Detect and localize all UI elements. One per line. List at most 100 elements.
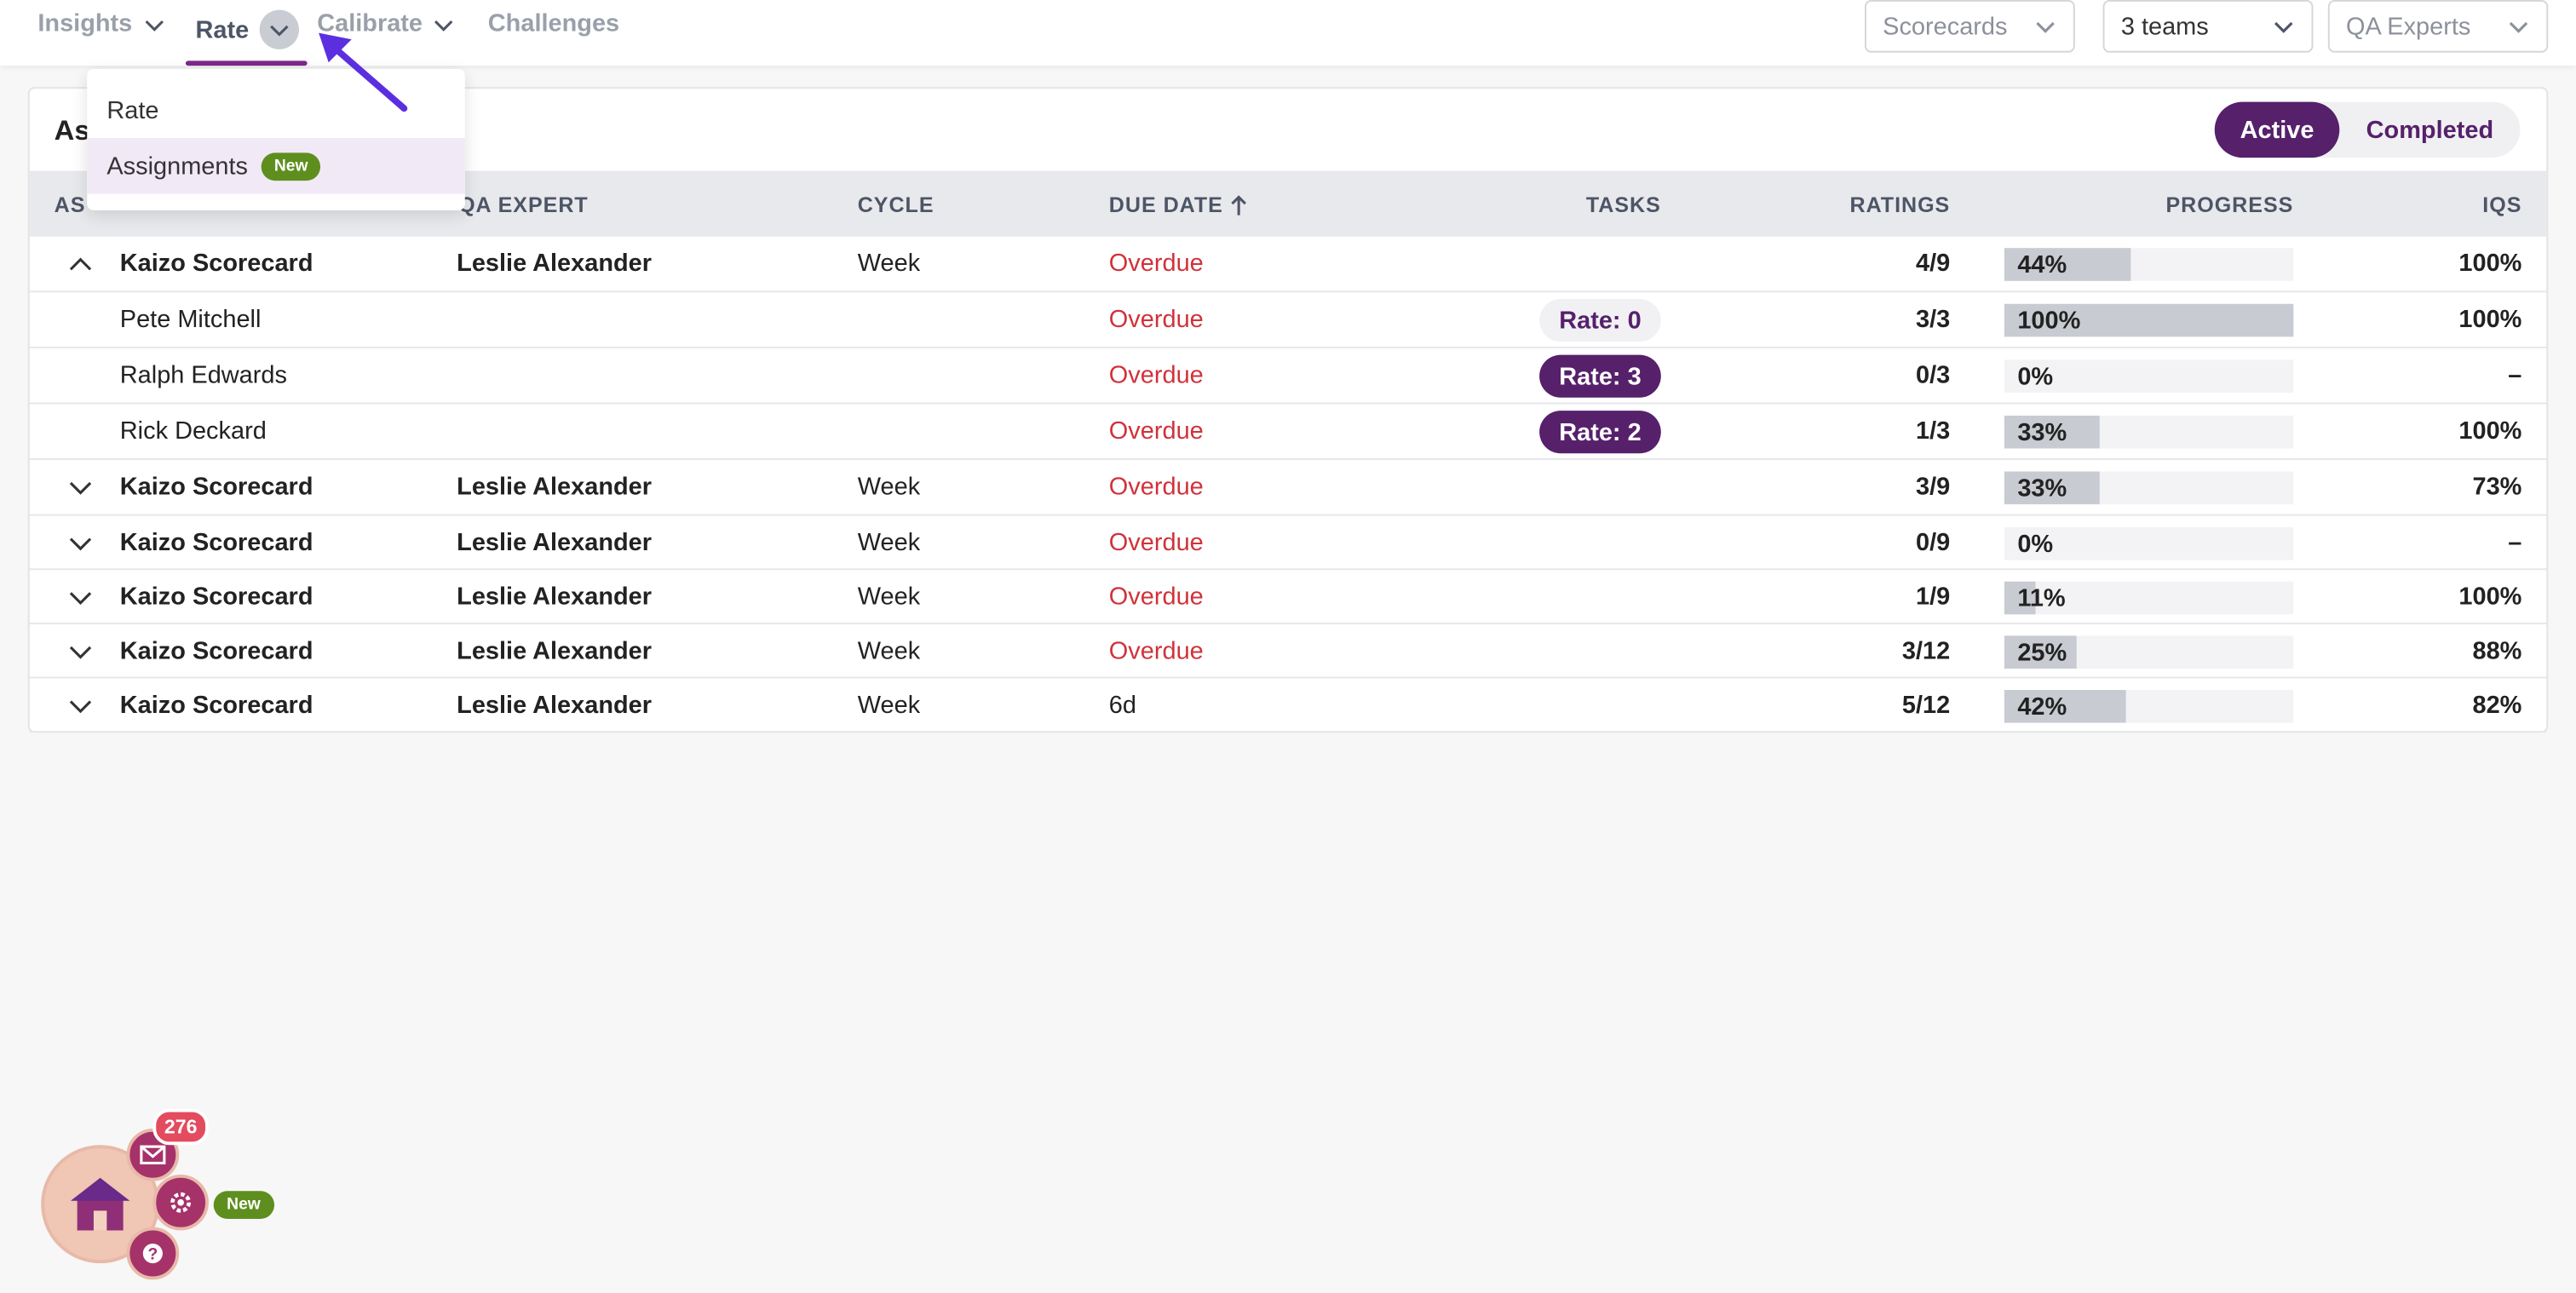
table-row[interactable]: Kaizo Scorecard Leslie Alexander Week Overd… <box>29 624 2547 679</box>
chevron-down-icon[interactable] <box>433 12 456 35</box>
menu-item-rate[interactable]: Rate <box>87 82 465 138</box>
table-row[interactable]: Kaizo Scorecard Leslie Alexander Week Overd… <box>29 237 2547 293</box>
progress-fill <box>2004 303 2294 337</box>
tab-rate[interactable]: Rate <box>196 9 299 49</box>
table-row[interactable]: Pete Mitchell Overdue Rate: 0 3/3 100% 100% <box>29 292 2547 348</box>
progress-bar: 42% <box>2004 690 2294 723</box>
col-tasks[interactable]: TASKS <box>1585 192 1661 217</box>
rate-task-button[interactable]: Rate: 2 <box>1539 411 1661 454</box>
row-iqs: 100% <box>2458 250 2522 278</box>
row-iqs: 73% <box>2472 473 2522 502</box>
menu-item-assignments-label: Assignments <box>106 152 248 181</box>
new-badge: New <box>261 152 321 181</box>
progress-fill <box>2004 471 2100 505</box>
progress-bar: 100% <box>2004 303 2294 337</box>
row-ratings: 0/3 <box>1916 361 1951 390</box>
row-ratings: 3/9 <box>1916 473 1951 502</box>
row-cycle: Week <box>857 637 921 666</box>
col-qa-expert[interactable]: QA EXPERT <box>458 192 589 217</box>
row-cycle: Week <box>857 583 921 612</box>
sort-up-arrow-icon <box>1232 194 1247 215</box>
progress-label: 11% <box>2017 584 2066 613</box>
col-due-date-label: DUE DATE <box>1108 192 1223 217</box>
progress-fill <box>2004 635 2077 669</box>
progress-bar: 11% <box>2004 581 2294 615</box>
row-ratings: 1/3 <box>1916 417 1951 445</box>
row-due-date: Overdue <box>1108 250 1204 278</box>
progress-label: 100% <box>2017 307 2081 336</box>
progress-bar: 33% <box>2004 415 2294 449</box>
tab-challenges[interactable]: Challenges <box>488 10 619 38</box>
row-name: Rick Deckard <box>119 417 267 445</box>
col-ratings[interactable]: RATINGS <box>1849 192 1951 217</box>
teams-filter-label: 3 teams <box>2120 12 2209 41</box>
col-cycle[interactable]: CYCLE <box>857 192 934 217</box>
notification-count-badge: 276 <box>152 1108 209 1146</box>
menu-item-assignments[interactable]: Assignments New <box>87 138 465 194</box>
row-qa-expert: Leslie Alexander <box>457 583 653 612</box>
row-cycle: Week <box>857 473 921 502</box>
row-iqs: 100% <box>2458 305 2522 334</box>
gear-icon[interactable] <box>152 1174 209 1231</box>
help-icon[interactable]: ? <box>126 1227 180 1280</box>
table-row[interactable]: Kaizo Scorecard Leslie Alexander Week Overd… <box>29 460 2547 516</box>
qa-experts-filter[interactable]: QA Experts <box>2327 0 2549 53</box>
col-progress[interactable]: PROGRESS <box>2165 192 2294 217</box>
row-due-date: Overdue <box>1108 361 1204 390</box>
rate-task-button[interactable]: Rate: 0 <box>1539 299 1661 342</box>
row-qa-expert: Leslie Alexander <box>457 529 653 557</box>
tab-challenges-label: Challenges <box>487 9 620 38</box>
progress-bar: 0% <box>2004 359 2294 393</box>
chevron-down-icon[interactable] <box>142 12 165 35</box>
chevron-down-icon[interactable] <box>67 474 94 501</box>
tab-insights[interactable]: Insights <box>37 10 165 37</box>
row-ratings: 3/3 <box>1916 305 1951 334</box>
table-row[interactable]: Kaizo Scorecard Leslie Alexander Week Overd… <box>29 516 2547 571</box>
chevron-down-icon[interactable] <box>258 9 299 49</box>
row-due-date: Overdue <box>1108 417 1204 445</box>
chevron-down-icon[interactable] <box>67 639 94 665</box>
row-name: Kaizo Scorecard <box>119 691 313 720</box>
status-toggle: Active Completed <box>2214 101 2521 158</box>
table-row[interactable]: Rick Deckard Overdue Rate: 2 1/3 33% 100% <box>29 404 2547 461</box>
annotation-arrow-icon <box>319 32 408 112</box>
row-ratings: 3/12 <box>1901 637 1951 666</box>
row-iqs: 100% <box>2458 417 2522 445</box>
row-name: Ralph Edwards <box>119 361 287 390</box>
rate-task-button[interactable]: Rate: 3 <box>1539 354 1661 398</box>
table-row[interactable]: Kaizo Scorecard Leslie Alexander Week Overd… <box>29 570 2547 624</box>
row-cycle: Week <box>857 529 921 557</box>
row-iqs: 88% <box>2472 637 2522 666</box>
row-cycle: Week <box>857 691 921 720</box>
scorecards-filter[interactable]: Scorecards <box>1864 0 2075 53</box>
table-row[interactable]: Ralph Edwards Overdue Rate: 3 0/3 0% – <box>29 348 2547 405</box>
row-name: Kaizo Scorecard <box>119 583 313 612</box>
table-row[interactable]: Kaizo Scorecard Leslie Alexander Week 6d 5/1… <box>29 679 2547 733</box>
top-nav: Insights Rate Calibrate Challenges Score… <box>0 0 2576 66</box>
teams-filter[interactable]: 3 teams <box>2102 0 2314 53</box>
chevron-down-icon[interactable] <box>67 531 94 557</box>
active-toggle-button[interactable]: Active <box>2214 101 2340 158</box>
completed-toggle-button[interactable]: Completed <box>2366 115 2494 144</box>
progress-label: 25% <box>2017 639 2067 668</box>
card-title: As <box>54 115 90 147</box>
progress-fill <box>2004 415 2100 449</box>
tab-calibrate[interactable]: Calibrate <box>317 10 456 37</box>
progress-fill <box>2004 581 2037 615</box>
progress-label: 42% <box>2017 692 2067 721</box>
progress-label: 0% <box>2017 530 2054 559</box>
progress-fill <box>2004 248 2132 281</box>
row-due-date: Overdue <box>1108 305 1204 334</box>
progress-bar: 25% <box>2004 635 2294 669</box>
chevron-down-icon <box>2272 14 2295 37</box>
col-iqs[interactable]: IQS <box>2482 192 2522 217</box>
col-assignment[interactable]: AS <box>54 192 86 217</box>
rate-dropdown-menu: Rate Assignments New <box>87 69 465 210</box>
chevron-up-icon[interactable] <box>67 251 94 278</box>
chevron-down-icon[interactable] <box>67 585 94 612</box>
chevron-down-icon[interactable] <box>67 693 94 720</box>
row-ratings: 0/9 <box>1916 529 1951 557</box>
row-due-date: Overdue <box>1108 473 1204 502</box>
col-due-date[interactable]: DUE DATE <box>1109 193 1248 217</box>
progress-bar: 0% <box>2004 527 2294 560</box>
